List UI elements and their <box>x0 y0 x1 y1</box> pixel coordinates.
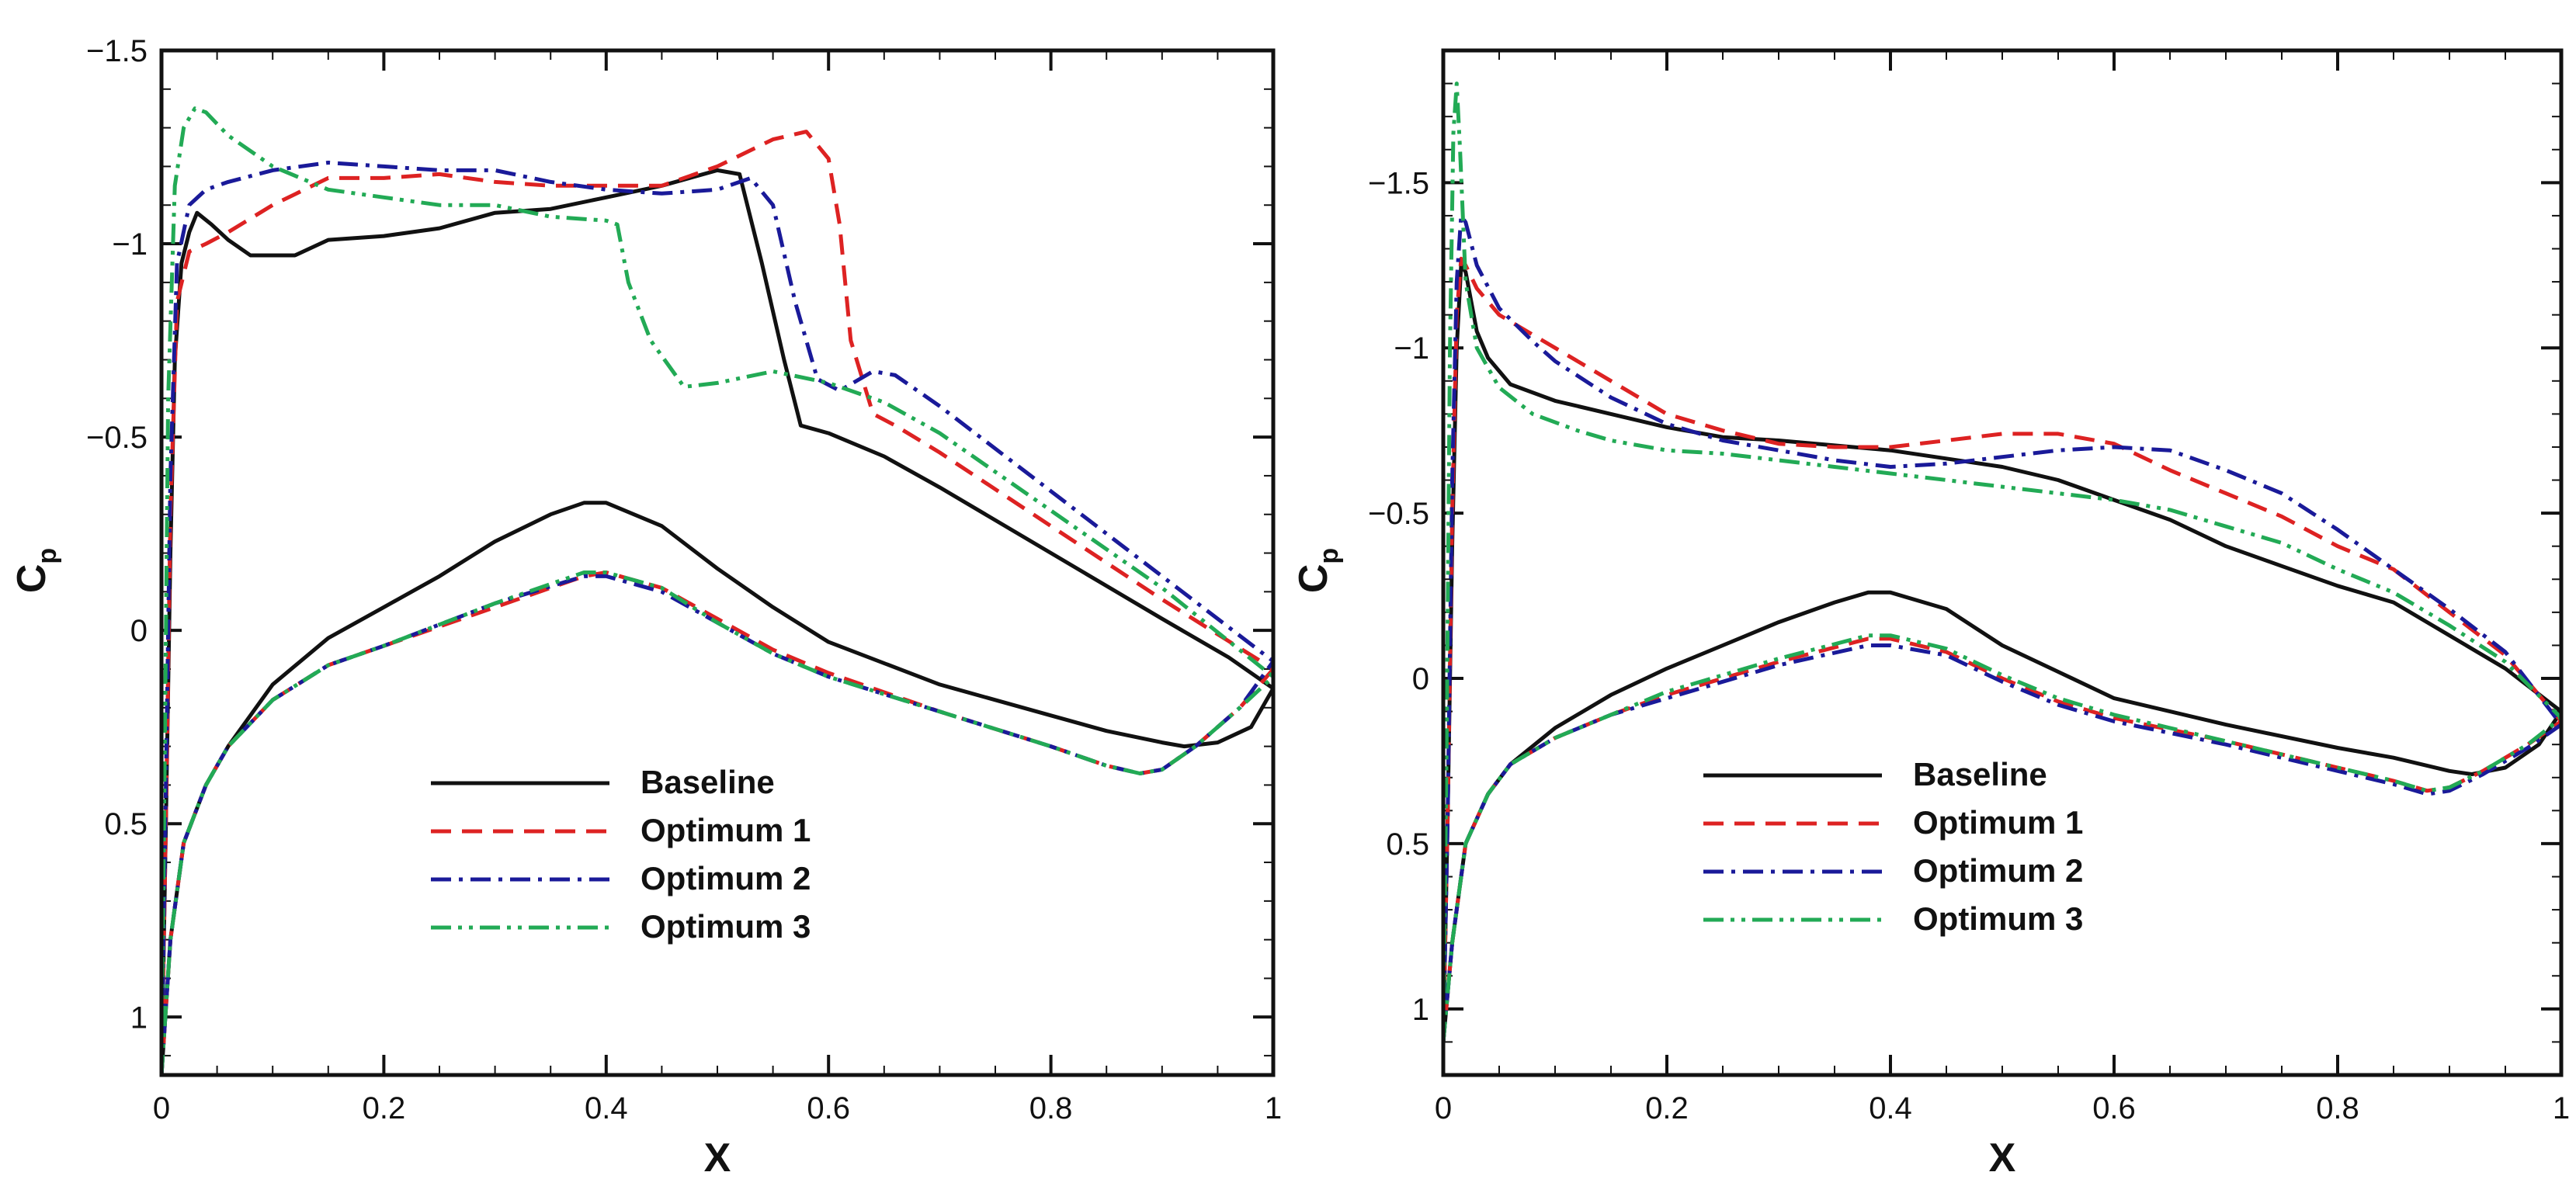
y-tick-label: 0.5 <box>1386 827 1429 862</box>
y-tick-label: −0.5 <box>1368 497 1429 531</box>
y-tick-label: −1.5 <box>1368 166 1429 200</box>
legend-label-optimum-2: Optimum 2 <box>1913 852 2083 889</box>
x-tick-label: 0.8 <box>1029 1091 1073 1125</box>
x-tick-label: 0.8 <box>2316 1091 2359 1125</box>
x-tick-label: 0 <box>153 1091 170 1125</box>
series-optimum-2-lower-line <box>1443 643 2561 1042</box>
series-optimum-3-upper-line <box>1443 81 2561 1042</box>
plot-frame <box>1441 48 2564 1077</box>
plot-area <box>161 106 1273 1075</box>
x-axis-title: X <box>704 1136 731 1181</box>
x-tick-label: 1 <box>2553 1091 2570 1125</box>
y-tick-label: 0.5 <box>104 807 148 841</box>
legend-label-optimum-2: Optimum 2 <box>641 860 811 896</box>
x-tick-label: 0 <box>1435 1091 1452 1125</box>
y-axis-title: Cp <box>1291 548 1344 593</box>
x-tick-label: 0.2 <box>1645 1091 1689 1125</box>
x-tick-label: 0.6 <box>2092 1091 2136 1125</box>
y-tick-label: −1.5 <box>86 34 148 68</box>
series-baseline-upper-line <box>161 168 1273 1075</box>
legend-label-optimum-3: Optimum 3 <box>641 908 811 945</box>
series-optimum-2-lower-line <box>161 574 1273 1075</box>
plot-frame <box>159 48 1276 1077</box>
x-tick-label: 1 <box>1265 1091 1282 1125</box>
x-axis-title: X <box>1989 1136 2016 1181</box>
y-tick-label: −1 <box>1394 331 1429 366</box>
series-baseline-lower-line <box>161 501 1273 1075</box>
y-axis-title-subscript: p <box>33 548 62 564</box>
series-optimum-2-upper-line <box>1443 213 2561 1042</box>
y-tick-label: 1 <box>1412 993 1429 1027</box>
y-tick-label: 0 <box>130 614 148 648</box>
x-tick-label: 0.2 <box>363 1091 406 1125</box>
y-axis-title-subscript: p <box>1314 548 1344 564</box>
y-tick-label: 1 <box>130 1000 148 1035</box>
cp-chart-right: 0 0.2 0.4 0.6 0.8 1 −1.5 −1 −0.5 0 0.5 1 X Cp Baseline… <box>1291 48 2570 1181</box>
legend: Baseline Optimum 1 Optimum 2 Optimum 3 <box>1703 756 2083 937</box>
x-tick-label: 0.6 <box>807 1091 850 1125</box>
legend-label-optimum-3: Optimum 3 <box>1913 900 2083 937</box>
y-axis-title-main: C <box>9 564 54 594</box>
series-optimum-3-lower-line <box>161 570 1273 1075</box>
x-tick-label: 0.4 <box>585 1091 628 1125</box>
legend: Baseline Optimum 1 Optimum 2 Optimum 3 <box>431 764 811 945</box>
y-axis-title: Cp <box>9 548 62 593</box>
legend-label-optimum-1: Optimum 1 <box>641 812 811 848</box>
legend-label-baseline: Baseline <box>641 764 775 800</box>
cp-chart-left: 0 0.2 0.4 0.6 0.8 1 −1.5 −1 −0.5 0 0.5 1 X Cp Baseline… <box>9 34 1282 1181</box>
y-tick-label: 0 <box>1412 662 1429 696</box>
legend-label-baseline: Baseline <box>1913 756 2047 792</box>
legend-label-optimum-1: Optimum 1 <box>1913 804 2083 841</box>
series-optimum-3-lower-line <box>1443 633 2561 1042</box>
plot-area <box>1443 81 2561 1042</box>
series-optimum-2-upper-line <box>161 161 1273 1075</box>
y-axis-title-main: C <box>1291 564 1336 594</box>
x-tick-label: 0.4 <box>1869 1091 1912 1125</box>
y-tick-label: −0.5 <box>86 421 148 455</box>
series-optimum-1-upper-line <box>161 130 1273 1075</box>
y-tick-label: −1 <box>112 227 148 262</box>
